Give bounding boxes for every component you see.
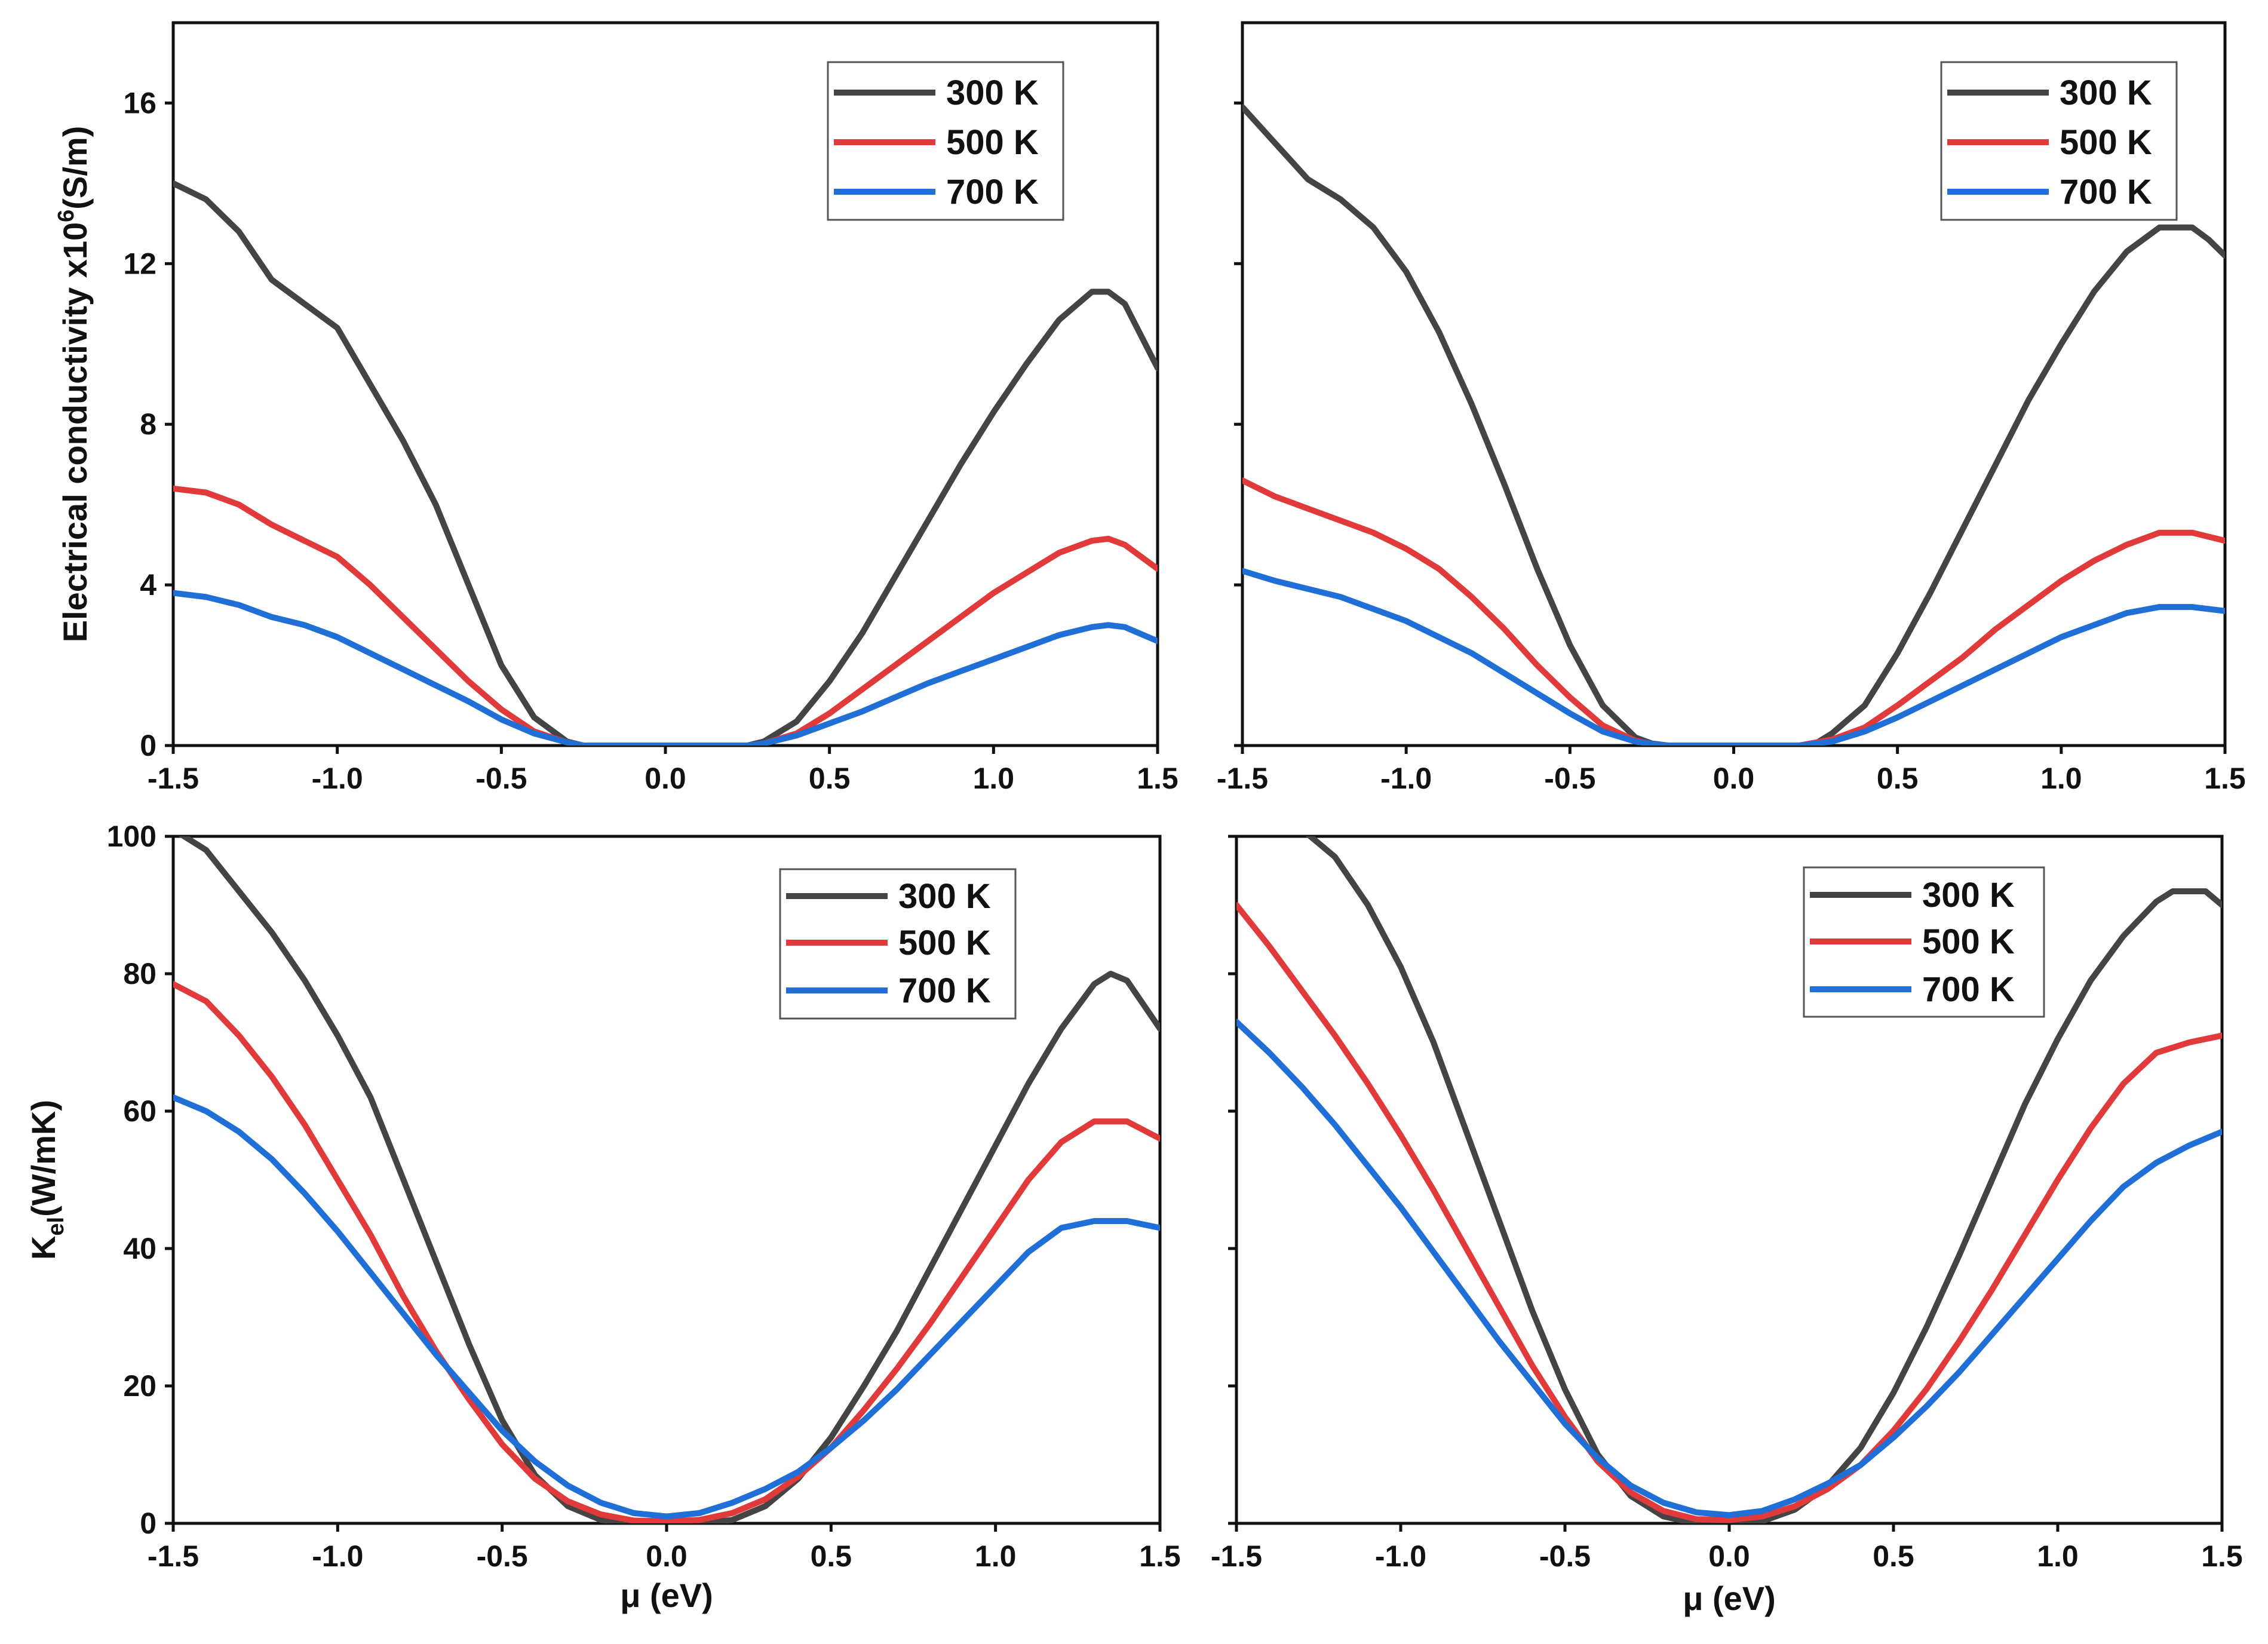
y-tick-label: 0	[140, 729, 156, 762]
legend-label-300k: 300 K	[1922, 876, 2015, 915]
x-tick-label: 0.5	[1877, 762, 1919, 795]
x-tick-label: 0.0	[646, 1539, 688, 1573]
panel-top-left: -1.5 -1.0 -0.5 0.0 0.5 1.0 1.5 0 4 8 12 16 Electri…	[54, 21, 1178, 795]
series-line-700k	[173, 590, 1158, 746]
y-tick-label: 60	[123, 1094, 156, 1128]
x-tick-label: 0.5	[809, 762, 851, 795]
x-tick-label: 1.0	[2037, 1539, 2079, 1573]
legend-label-700k: 700 K	[946, 173, 1039, 211]
y-tick-label: 40	[123, 1232, 156, 1265]
series-line-500k	[173, 485, 1158, 746]
series-line-300k	[1242, 104, 2225, 746]
legend-label-500k: 500 K	[946, 123, 1039, 162]
series-line-500k	[1242, 477, 2225, 746]
legend: 300 K 500 K 700 K	[827, 61, 1064, 221]
legend: 300 K 500 K 700 K	[779, 868, 1017, 1020]
x-tick-label: 1.5	[1139, 1539, 1181, 1573]
y-axis-title: Kel(W/mK)	[24, 1100, 69, 1260]
x-tick-label: 0.5	[1873, 1539, 1914, 1573]
series-line-700k	[1242, 568, 2225, 746]
x-tick-label: -1.5	[148, 1539, 199, 1573]
series-line-300k	[178, 836, 1160, 1523]
series-line-300k	[1305, 836, 2222, 1523]
x-tick-label: 1.0	[973, 762, 1015, 795]
legend: 300 K 500 K 700 K	[1940, 61, 2178, 221]
x-tick-label: 0.0	[1713, 762, 1755, 795]
legend-label-300k: 300 K	[2060, 73, 2152, 112]
legend-label-500k: 500 K	[1922, 922, 2015, 961]
x-tick-label: -0.5	[1539, 1539, 1591, 1573]
series-line-700k	[173, 1094, 1160, 1520]
legend: 300 K 500 K 700 K	[1803, 866, 2045, 1018]
y-tick-label: 4	[140, 568, 156, 602]
legend-label-300k: 300 K	[898, 877, 991, 916]
x-axis-title: μ (eV)	[620, 1576, 713, 1614]
y-tick-label: 0	[140, 1507, 156, 1540]
x-tick-label: -0.5	[477, 1539, 528, 1573]
y-tick-label: 100	[107, 820, 156, 853]
x-tick-label: -1.0	[312, 1539, 363, 1573]
legend-label-500k: 500 K	[2060, 123, 2152, 162]
x-tick-label: 0.0	[1708, 1539, 1750, 1573]
x-tick-label: 1.5	[2201, 1539, 2243, 1573]
panel-bottom-left: -1.5 -1.0 -0.5 0.0 0.5 1.0 1.5 0 20 40 60 80 100 Ke…	[24, 820, 1181, 1614]
x-tick-label: 1.0	[975, 1539, 1017, 1573]
x-tick-label: 0.5	[811, 1539, 852, 1573]
x-tick-label: -1.5	[148, 762, 199, 795]
series-line-500k	[173, 981, 1160, 1523]
series-line-500k	[1236, 902, 2222, 1523]
y-tick-label: 80	[123, 957, 156, 990]
y-axis-title: Electrical conductivity x106(S/m)	[54, 126, 94, 643]
x-tick-label: -0.5	[475, 762, 527, 795]
x-tick-label: -0.5	[1544, 762, 1595, 795]
y-tick-label: 8	[140, 407, 156, 441]
x-tick-label: 0.0	[645, 762, 686, 795]
legend-label-700k: 700 K	[898, 971, 991, 1010]
x-tick-label: -1.5	[1217, 762, 1268, 795]
x-tick-label: -1.5	[1211, 1539, 1262, 1573]
x-tick-label: 1.0	[2040, 762, 2082, 795]
panel-top-right: -1.5 -1.0 -0.5 0.0 0.5 1.0 1.5 300 K 500 K 700…	[1217, 21, 2246, 795]
x-axis-title: μ (eV)	[1683, 1579, 1776, 1617]
series-line-700k	[1236, 1019, 2222, 1519]
legend-label-500k: 500 K	[898, 924, 991, 962]
x-tick-label: -1.0	[1380, 762, 1432, 795]
series-line-300k	[173, 180, 1158, 746]
legend-label-300k: 300 K	[946, 73, 1039, 112]
x-tick-label: -1.0	[312, 762, 363, 795]
y-tick-label: 16	[123, 86, 156, 119]
legend-label-700k: 700 K	[1922, 970, 2015, 1009]
x-tick-label: 1.5	[1137, 762, 1178, 795]
y-tick-label: 12	[123, 247, 156, 280]
x-tick-label: -1.0	[1375, 1539, 1426, 1573]
y-tick-label: 20	[123, 1369, 156, 1403]
x-tick-label: 1.5	[2204, 762, 2246, 795]
panel-bottom-right: -1.5 -1.0 -0.5 0.0 0.5 1.0 1.5 μ (eV) 300 K 50…	[1211, 835, 2243, 1617]
legend-label-700k: 700 K	[2060, 173, 2152, 211]
